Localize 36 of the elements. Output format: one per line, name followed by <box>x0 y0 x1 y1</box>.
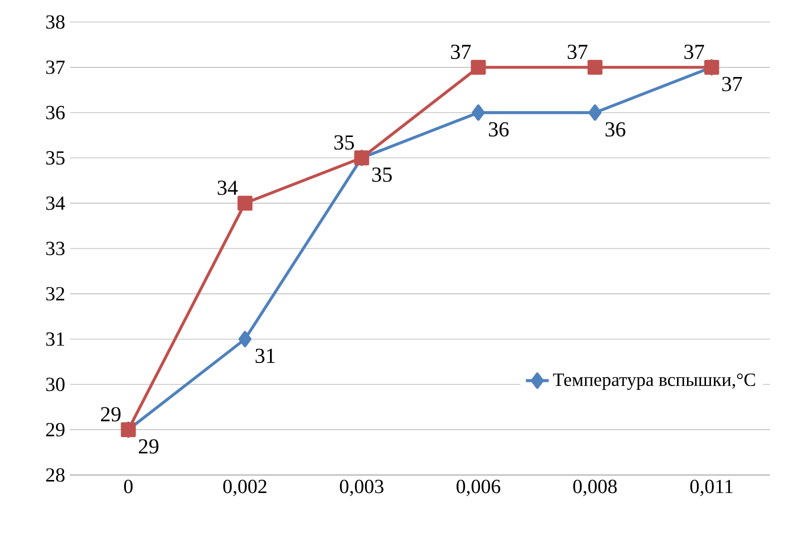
y-tick-label: 33 <box>46 242 65 256</box>
x-tick-label: 0,002 <box>223 480 266 496</box>
data-label: 34 <box>218 180 238 195</box>
data-label: 31 <box>256 348 275 364</box>
point <box>472 104 485 121</box>
y-tick-label: 32 <box>46 287 64 301</box>
data-label: 37 <box>684 44 704 60</box>
data-label: 36 <box>488 122 509 137</box>
data-label: 36 <box>606 122 626 137</box>
y-tick-label: 34 <box>46 196 65 210</box>
x-tick-label: 0,011 <box>690 480 733 496</box>
point <box>238 196 252 211</box>
x-tick-label: 0,003 <box>340 480 384 496</box>
data-label: 37 <box>451 44 471 60</box>
point <box>238 330 252 348</box>
y-tick-label: 37 <box>46 60 65 74</box>
y-tick-label: 31 <box>46 332 64 346</box>
point <box>588 60 602 75</box>
y-tick-label: 28 <box>46 468 65 482</box>
data-label: 35 <box>334 135 354 150</box>
y-tick-label: 38 <box>46 15 65 29</box>
data-label: 29 <box>138 439 158 454</box>
data-label: 35 <box>372 168 392 182</box>
y-tick-label: 35 <box>46 151 65 165</box>
data-label: 37 <box>568 44 588 60</box>
x-tick-label: 0,006 <box>456 480 500 496</box>
point <box>588 104 602 121</box>
data-label: 37 <box>722 76 742 92</box>
y-tick-label: 29 <box>46 422 64 436</box>
y-tick-label: 30 <box>46 378 65 392</box>
point <box>470 60 486 75</box>
x-tick-label: 0 <box>124 480 133 494</box>
y-tick-label: 36 <box>46 106 65 120</box>
legend-label: Температура вспышки,°C <box>553 373 756 390</box>
data-label: 29 <box>101 407 121 422</box>
x-tick-label: 0,008 <box>573 480 617 496</box>
